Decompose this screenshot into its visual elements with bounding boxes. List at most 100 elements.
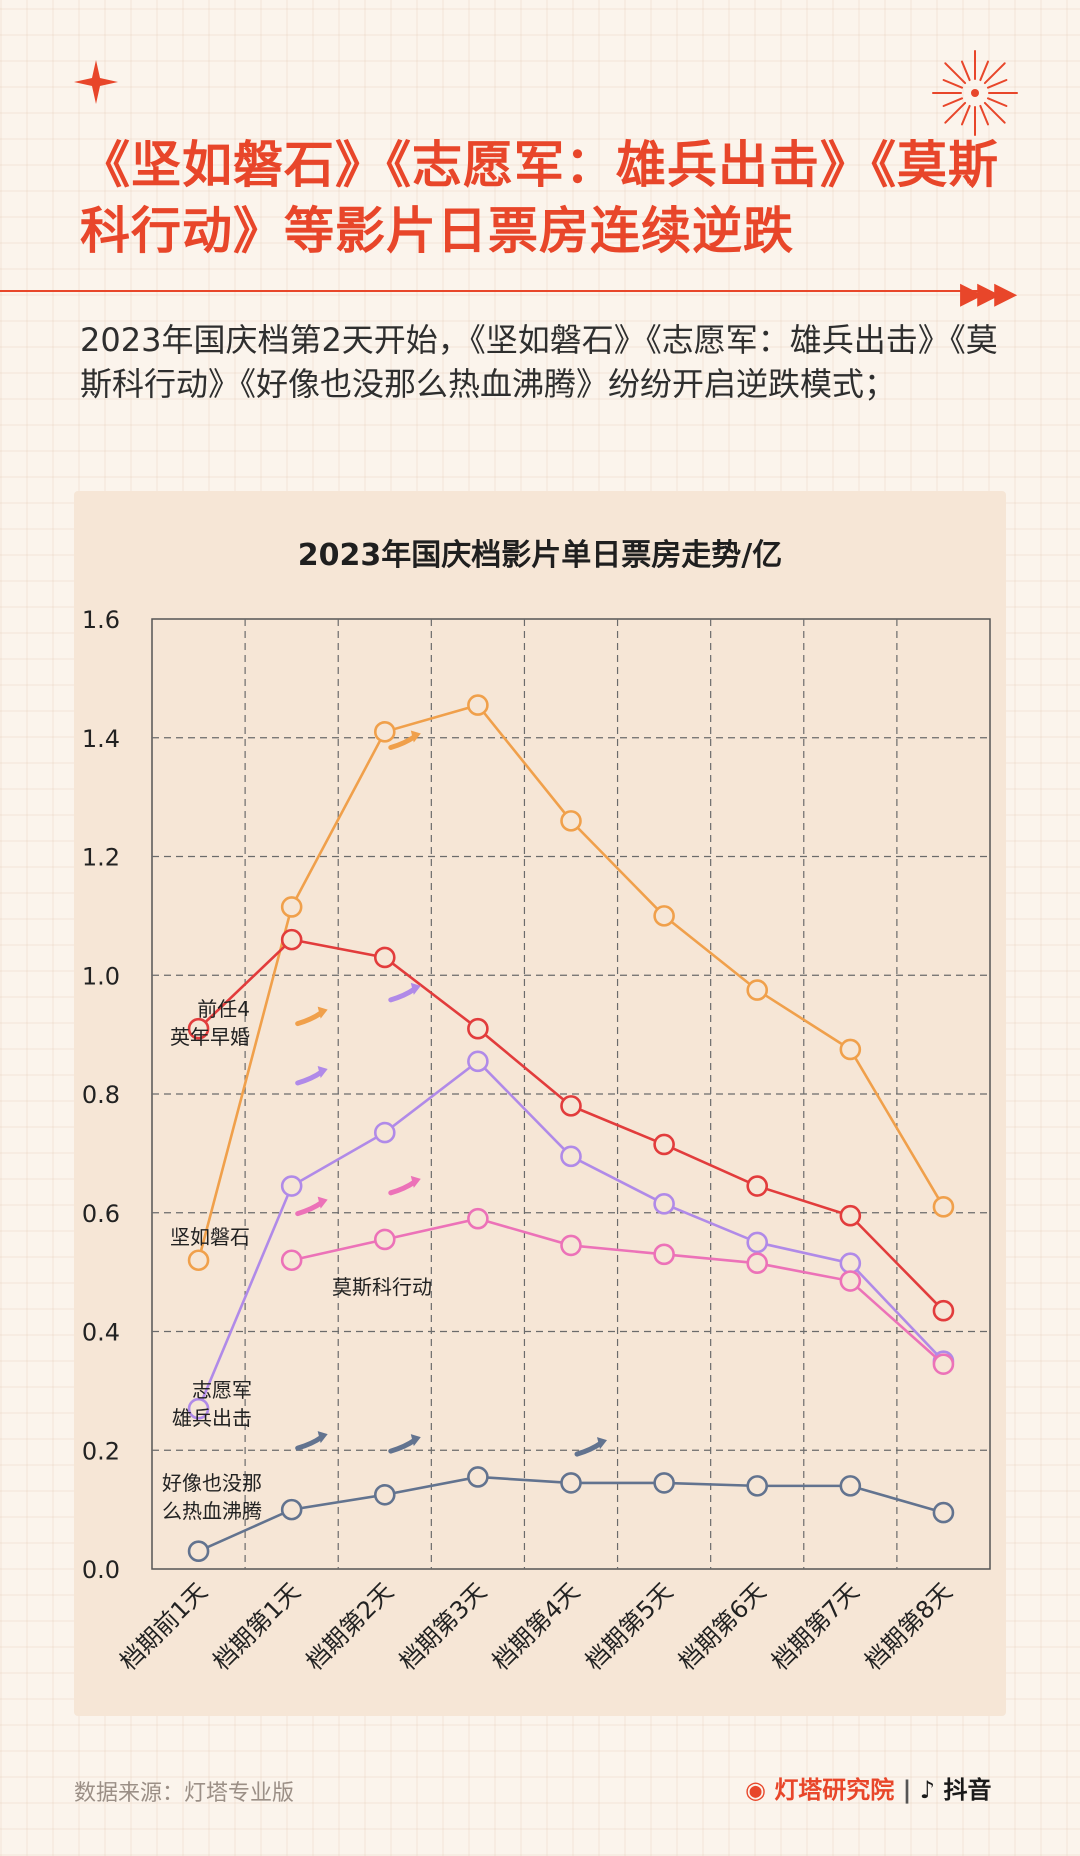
title-divider [0,290,990,292]
data-point [280,928,303,951]
data-point [746,979,769,1001]
y-tick-label: 1.0 [82,962,120,990]
trend-arrow-head [317,1006,328,1019]
data-point [746,1231,769,1254]
data-point [653,1193,675,1215]
x-tick-label: 档期第3天 [394,1577,492,1675]
trend-arrow-icon [295,1006,328,1027]
trend-arrow-icon [388,730,421,750]
data-point [839,1252,862,1275]
data-point [280,1249,303,1272]
data-point [373,1228,396,1251]
y-tick-label: 1.6 [82,606,120,634]
tiktok-logo-icon: ♪ [919,1776,936,1804]
data-point [467,1207,489,1230]
data-point [839,1475,862,1497]
series-label: 志愿军 [192,1378,252,1402]
data-point [653,1133,675,1156]
trend-arrow-icon [388,1175,421,1196]
x-tick-label: 档期第4天 [487,1577,585,1675]
x-tick-label: 档期第6天 [673,1577,771,1675]
data-source: 数据来源：灯塔专业版 [74,1781,295,1806]
data-point [467,694,489,716]
trend-arrow-head [410,982,421,995]
trend-arrow-icon [295,1431,328,1451]
data-point [560,1472,582,1494]
data-point [373,1121,396,1144]
firework-icon [932,50,1018,136]
trend-arrow-shaft [574,1440,604,1457]
trend-arrow-shaft [388,986,418,1003]
trend-arrow-head [317,1431,328,1444]
series-label: 前任4 [197,997,250,1021]
lighthouse-logo-icon: ◉ [745,1776,766,1804]
data-point [932,1353,955,1375]
series-label: 雄兵出击 [172,1406,252,1430]
y-tick-label: 0.0 [82,1556,120,1584]
trend-arrow-shaft [388,1437,418,1454]
y-tick-label: 0.2 [82,1437,120,1465]
data-point [187,1540,210,1562]
x-tick-label: 档期第1天 [207,1577,305,1675]
data-point [560,1145,582,1168]
trend-arrow-shaft [295,1434,325,1451]
x-tick-label: 档期第8天 [859,1577,957,1675]
data-point [467,1017,489,1040]
data-point [560,810,582,832]
trend-arrow-head [317,1065,328,1078]
brand-logos: ◉ 灯塔研究院 | ♪ 抖音 [745,1776,992,1804]
series-label: 莫斯科行动 [332,1275,432,1299]
chart-panel [74,491,1006,1716]
data-point [932,1299,955,1322]
data-point [280,1175,303,1197]
data-point [280,1498,303,1521]
data-point [560,1095,582,1117]
series-label: 英年早婚 [170,1025,250,1049]
trend-arrow-head [410,1434,421,1447]
data-point [373,721,396,743]
series-label: 好像也没那 [162,1471,262,1495]
page-subtitle: 2023年国庆档第2天开始，《坚如磐石》《志愿军：雄兵出击》《莫斯科行动》《好像… [80,321,998,403]
series-line [197,703,945,1261]
data-point [373,946,396,969]
data-point [839,1204,862,1227]
triple-arrow-icon: ▶▶▶ [960,276,1017,311]
trend-arrow-head [317,1196,328,1209]
trend-arrow-icon [574,1437,607,1457]
y-tick-label: 0.4 [82,1319,120,1347]
y-tick-label: 0.6 [82,1200,120,1228]
data-point [653,1243,675,1266]
y-tick-label: 1.4 [82,725,120,753]
data-point [746,1175,769,1197]
chart-title: 2023年国庆档影片单日票房走势/亿 [297,538,783,573]
data-point [653,1472,675,1494]
brand-name-2: 抖音 [943,1776,992,1804]
data-point [467,1050,489,1073]
data-point [467,1466,489,1488]
trend-arrow-icon [388,982,421,1003]
data-point [839,1270,862,1292]
x-tick-label: 档期前1天 [114,1577,212,1675]
page-title: 《坚如磐石》《志愿军：雄兵出击》《莫斯科行动》等影片日票房连续逆跌 [80,136,999,260]
trend-arrow-icon [295,1065,328,1086]
x-tick-label: 档期第5天 [580,1577,678,1675]
data-point [839,1038,862,1061]
sparkle-icon [74,60,118,104]
series-line [291,1217,945,1366]
trend-arrow-head [410,730,421,743]
trend-arrow-icon [295,1196,328,1217]
trend-arrow-shaft [388,1179,418,1196]
data-point [932,1196,955,1218]
series-label: 坚如磐石 [170,1225,250,1249]
data-point [280,896,303,918]
brand-name: 灯塔研究院 [774,1776,895,1804]
trend-arrow-head [410,1175,421,1188]
data-point [653,905,675,927]
data-point [746,1252,769,1275]
data-point [560,1234,582,1257]
data-point [187,1397,210,1420]
trend-arrow-shaft [295,1069,325,1086]
x-tick-label: 档期第7天 [766,1577,864,1675]
data-point [187,1017,210,1040]
